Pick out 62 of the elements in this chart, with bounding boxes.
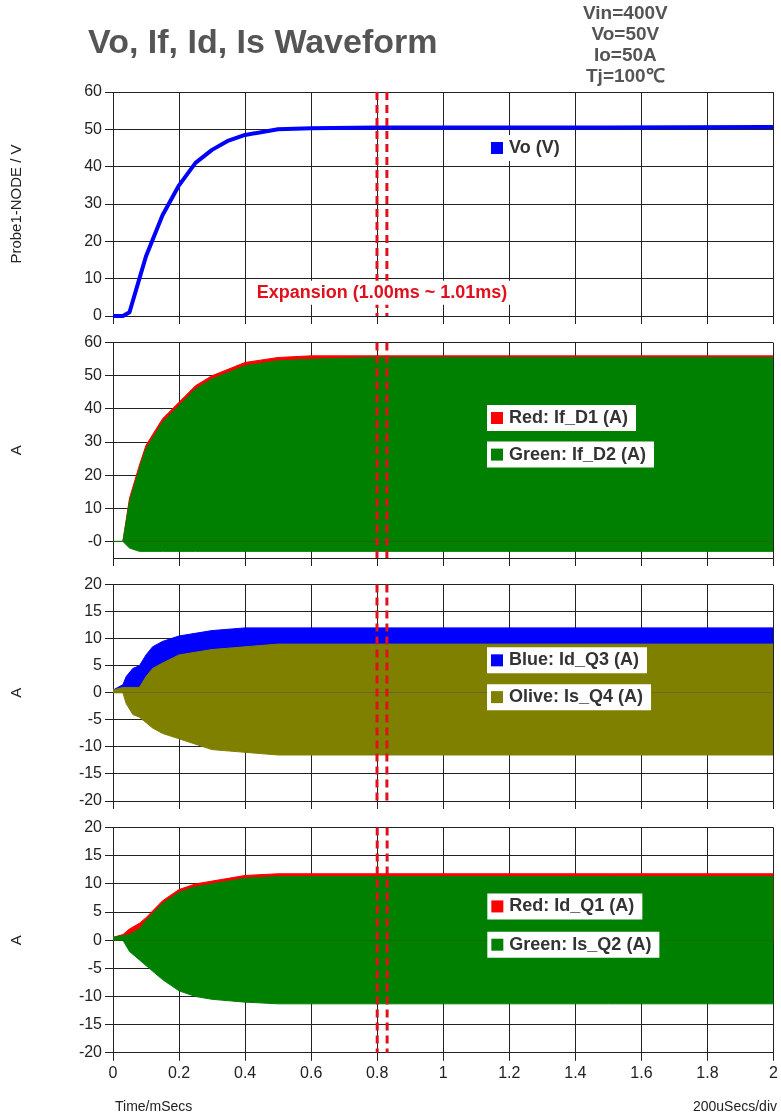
y-tick-label: 15: [84, 602, 103, 620]
y-tick-label: 20: [84, 231, 103, 249]
x-tick-label: 0.6: [300, 1063, 323, 1081]
x-tick-label: 0: [108, 1063, 118, 1081]
y-tick-label: 30: [84, 432, 103, 450]
text: Io=50A: [593, 44, 657, 65]
x-tick-label: 0.4: [233, 1063, 257, 1081]
y-tick-label: 10: [84, 498, 103, 516]
y-tick-label: 20: [84, 818, 103, 836]
y-tick-label: 30: [84, 194, 103, 212]
legend-label: Red: If_D1 (A): [509, 406, 629, 427]
y-axis-title: A: [7, 935, 25, 946]
chart-title: Vo, If, Id, Is Waveform: [88, 22, 438, 61]
text: Vo=50V: [591, 23, 660, 44]
x-tick-label: 2: [769, 1063, 779, 1081]
y-tick-label: 60: [84, 333, 103, 351]
x-tick-label: 1.8: [696, 1063, 719, 1081]
x-axis-title: Time/mSecs: [115, 1098, 193, 1114]
y-tick-label: 10: [84, 874, 103, 892]
y-tick-label: -5: [87, 710, 103, 728]
y-tick-label: -10: [78, 986, 103, 1004]
text: 200uSecs/div: [692, 1098, 777, 1114]
y-tick-label: 50: [84, 119, 103, 137]
y-axis-title: A: [7, 687, 25, 698]
y-tick-label: 40: [84, 399, 103, 417]
legend-label: Green: Is_Q2 (A): [509, 933, 652, 954]
y-tick-label: 40: [84, 157, 103, 175]
x-tick-label: 0.2: [167, 1063, 191, 1081]
text: Vin=400V: [583, 2, 668, 23]
y-tick-label: 0: [93, 683, 103, 701]
y-tick-label: -15: [78, 1015, 103, 1033]
y-tick-label: 20: [84, 575, 103, 593]
y-axis-title: Probe1-NODE / V: [7, 144, 25, 264]
y-tick-label: 20: [84, 465, 103, 483]
x-tick-label: 1.6: [630, 1063, 653, 1081]
x-tick-label: 1.2: [498, 1063, 521, 1081]
x-tick-label: 1.4: [564, 1063, 587, 1081]
y-tick-label: -15: [78, 764, 103, 782]
y-tick-label: 0: [93, 306, 103, 324]
y-tick-label: 10: [84, 269, 103, 287]
legend-label: Vo (V): [509, 136, 560, 157]
y-tick-label: 50: [84, 366, 103, 384]
x-tick-label: 0.8: [366, 1063, 389, 1081]
y-tick-label: -20: [78, 1043, 103, 1061]
y-tick-label: -10: [78, 737, 103, 755]
text: Tj=100℃: [586, 65, 665, 86]
y-tick-label: -0: [87, 531, 103, 549]
y-tick-label: 60: [84, 82, 103, 100]
y-tick-label: 5: [93, 902, 103, 920]
annotation: Expansion (1.00ms ~ 1.01ms): [256, 281, 508, 302]
y-tick-label: 0: [93, 930, 103, 948]
x-tick-label: 1: [438, 1063, 448, 1081]
legend-label: Blue: Id_Q3 (A): [509, 649, 640, 670]
y-tick-label: 10: [84, 629, 103, 647]
y-axis-title: A: [7, 445, 25, 456]
legend-label: Red: Id_Q1 (A): [509, 895, 635, 916]
y-tick-label: 5: [93, 656, 103, 674]
y-tick-label: -20: [78, 791, 103, 809]
legend-label: Green: If_D2 (A): [509, 443, 647, 464]
legend-label: Olive: Is_Q4 (A): [509, 686, 644, 707]
y-tick-label: 15: [84, 846, 103, 864]
y-tick-label: -5: [87, 958, 103, 976]
